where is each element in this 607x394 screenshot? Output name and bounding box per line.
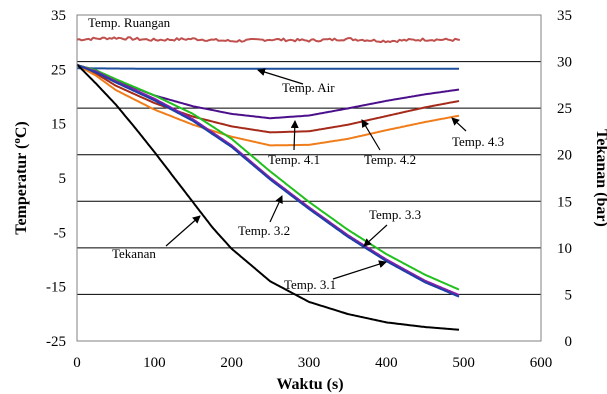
series-line-temp-3-2 (76, 64, 460, 296)
series-line-temp-4-1 (76, 64, 460, 134)
tick-labels: 0 100 200 300 400 500 600 -25 -15 -5 5 15 25 35 0 5 10 15… (46, 8, 572, 371)
y-left-tick-label: 25 (51, 62, 66, 78)
annotation-label-temp-3-1: Temp. 3.1 (284, 277, 336, 292)
x-tick-label: 300 (298, 355, 321, 371)
y-left-tick-label: -5 (54, 225, 67, 241)
series-line-temp-3-3 (76, 64, 460, 291)
plot-frame (76, 14, 542, 342)
annotation-label-temp-air: Temp. Air (282, 80, 335, 95)
y-left-axis-title-sup: o (11, 138, 23, 144)
y-left-tick-label: 15 (51, 117, 66, 133)
series-line-temp-air (76, 67, 459, 70)
annotation-label-temp-4-3: Temp. 4.3 (452, 134, 504, 149)
y-right-tick-label: 0 (565, 334, 573, 350)
annotations: Temp. Ruangan Temp. Air Temp. 4.1 Temp. 4.2… (88, 15, 504, 292)
annotation-arrow-temp-3-2 (269, 195, 283, 223)
annotation-arrow-temp-4-3 (451, 117, 467, 132)
annotation-arrow-temp-3-1 (332, 260, 387, 280)
y-right-tick-label: 25 (557, 101, 572, 117)
y-left-axis-title: Temperatur (oC) (11, 121, 30, 235)
y-left-tick-label: 5 (59, 171, 67, 187)
y-left-axis-title-base: Temperatur ( (13, 144, 30, 235)
x-tick-label: 500 (452, 355, 475, 371)
series-line-temp-ruangan (76, 36, 461, 44)
y-right-tick-label: 15 (557, 194, 572, 210)
y-right-axis-title: Tekanan (bar) (593, 129, 607, 227)
series-line-temp-3-1 (76, 64, 460, 298)
annotation-label-tekanan: Tekanan (112, 246, 156, 261)
axes (76, 14, 542, 342)
annotation-label-temp-4-2: Temp. 4.2 (364, 152, 416, 167)
series-lines (76, 36, 461, 331)
y-left-tick-label: 35 (51, 8, 66, 24)
series-line-temp-4-2 (76, 64, 460, 147)
annotation-arrow-temp-air (257, 68, 304, 85)
annotation-label-temp-3-2: Temp. 3.2 (238, 223, 290, 238)
y-left-tick-label: -15 (46, 280, 66, 296)
x-tick-label: 400 (375, 355, 398, 371)
annotation-label-temp-4-1: Temp. 4.1 (268, 152, 320, 167)
annotation-label-temp-3-3: Temp. 3.3 (369, 207, 421, 222)
y-right-tick-label: 20 (557, 148, 572, 164)
x-tick-label: 0 (73, 355, 81, 371)
x-tick-label: 200 (220, 355, 243, 371)
y-right-tick-label: 30 (557, 55, 572, 71)
annotation-arrow-tekanan (165, 215, 201, 247)
y-right-tick-label: 10 (557, 241, 572, 257)
annotation-arrow-temp-4-2 (361, 119, 381, 151)
y-left-axis-title-tail: C) (13, 121, 30, 138)
y-left-tick-label: -25 (46, 334, 66, 350)
x-tick-label: 600 (530, 355, 553, 371)
annotation-arrow-temp-4-1 (290, 120, 299, 151)
annotation-label-temp-ruangan: Temp. Ruangan (88, 15, 171, 30)
x-tick-label: 100 (143, 355, 166, 371)
y-right-tick-label: 5 (565, 287, 573, 303)
annotation-arrow-temp-3-3 (363, 224, 388, 247)
series-line-tekanan (76, 63, 460, 331)
x-axis-title: Waktu (s) (276, 376, 343, 393)
y-right-tick-label: 35 (557, 8, 572, 24)
